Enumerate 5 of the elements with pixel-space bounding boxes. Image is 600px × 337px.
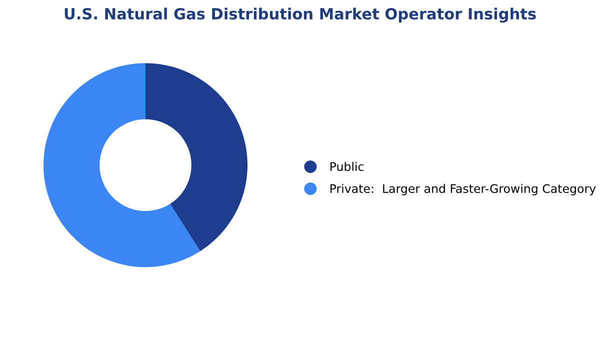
legend-label: Private: Larger and Faster-Growing Category — [330, 184, 596, 196]
chart-title: U.S. Natural Gas Distribution Market Operator Insights — [64, 8, 536, 23]
donut-slice — [146, 63, 248, 252]
legend-label: Public — [330, 162, 364, 172]
donut-slice — [44, 63, 200, 268]
